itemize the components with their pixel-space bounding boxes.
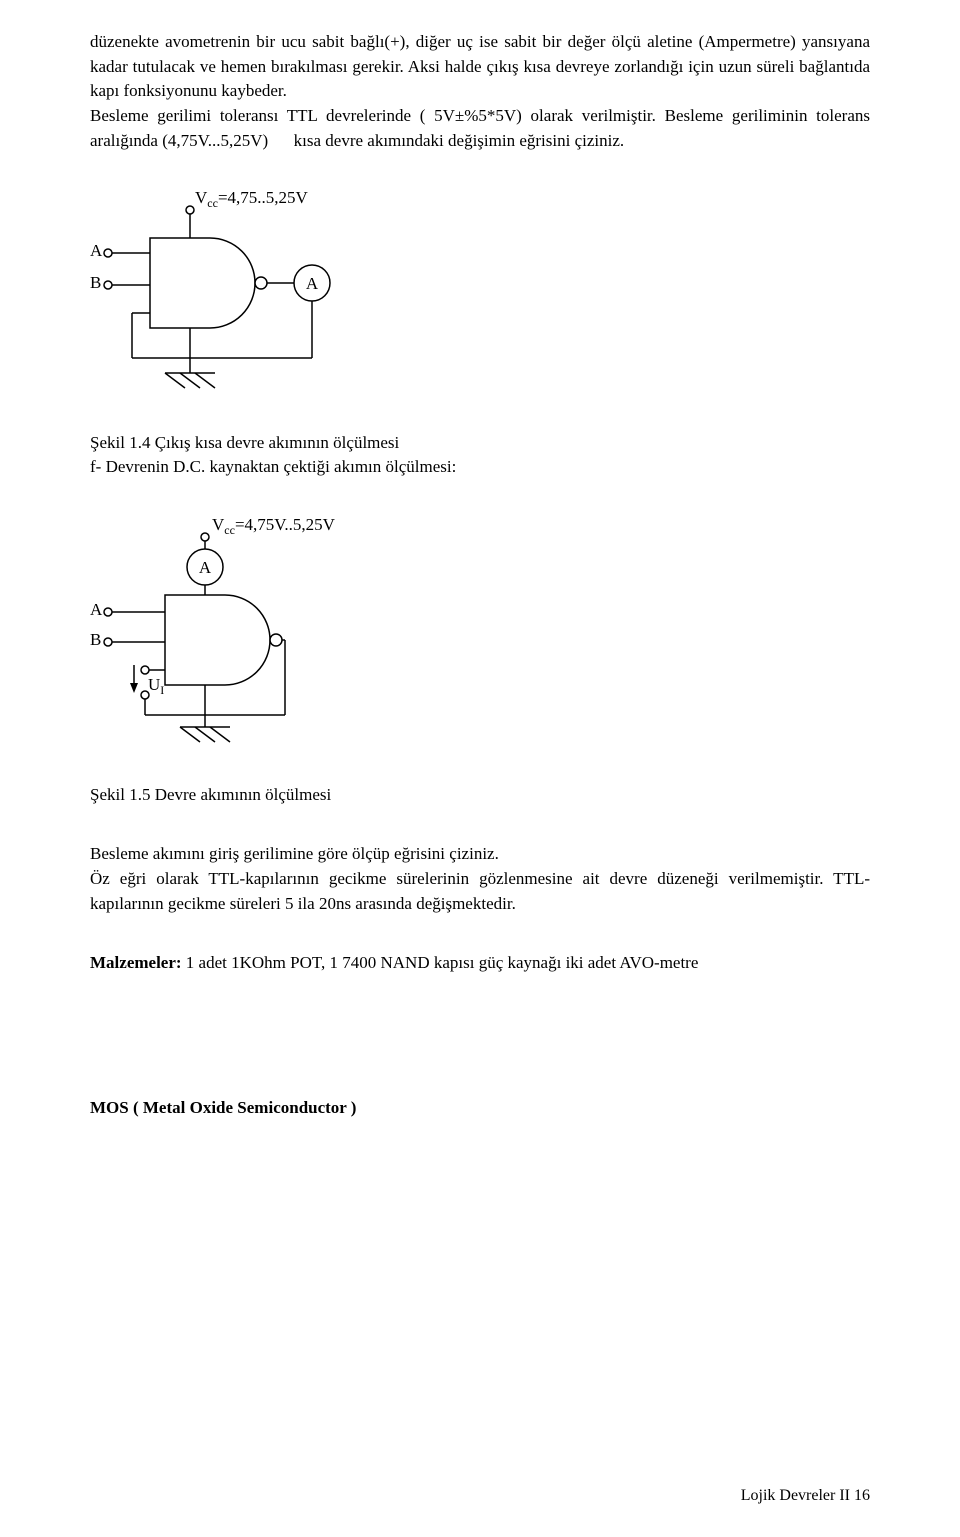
figure-1-caption: Şekil 1.4 Çıkış kısa devre akımının ölçü… [90,431,870,456]
svg-text:UI: UI [148,675,164,697]
paragraph-4: Öz eğri olarak TTL-kapılarının gecikme s… [90,867,870,916]
section-heading: MOS ( Metal Oxide Semiconductor ) [90,1096,870,1121]
figure-1-subnote: f- Devrenin D.C. kaynaktan çektiği akımı… [90,455,870,480]
figure-1-diagram: Vcc=4,75..5,25V A B A [90,188,870,406]
materials-label: Malzemeler: [90,953,182,972]
paragraph-3: Besleme akımını giriş gerilimine göre öl… [90,842,870,867]
page-footer: Lojik Devreler II 16 [741,1484,870,1507]
figure-2-caption: Şekil 1.5 Devre akımının ölçülmesi [90,783,870,808]
paragraph-2b: kısa devre akımındaki değişimin eğrisini… [294,131,624,150]
svg-text:B: B [90,630,101,649]
svg-text:A: A [199,558,212,577]
paragraph-1: düzenekte avometrenin bir ucu sabit bağl… [90,30,870,104]
svg-text:A: A [90,241,103,260]
svg-text:A: A [90,600,103,619]
materials-text: 1 adet 1KOhm POT, 1 7400 NAND kapısı güç… [182,953,699,972]
paragraph-2: Besleme gerilimi toleransı TTL devreleri… [90,104,870,153]
figure-2-diagram: Vcc=4,75V..5,25V A A B UI [90,515,870,758]
svg-text:A: A [306,274,319,293]
svg-text:B: B [90,273,101,292]
svg-text:Vcc=4,75..5,25V: Vcc=4,75..5,25V [195,188,309,210]
svg-text:Vcc=4,75V..5,25V: Vcc=4,75V..5,25V [212,515,336,537]
materials-line: Malzemeler: 1 adet 1KOhm POT, 1 7400 NAN… [90,951,870,976]
